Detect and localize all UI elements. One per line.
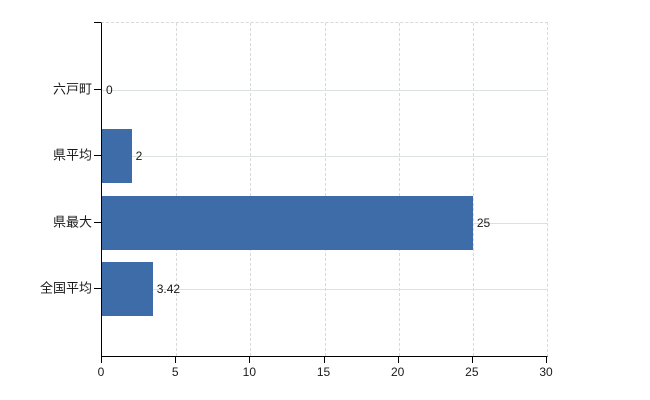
bar xyxy=(102,262,153,317)
x-tick-label: 10 xyxy=(242,365,257,379)
category-label: 県最大 xyxy=(52,214,92,230)
x-tick-label: 25 xyxy=(465,365,479,379)
x-tick-label: 30 xyxy=(539,365,553,379)
x-tick-label: 15 xyxy=(316,365,331,379)
x-axis-tick xyxy=(249,356,251,363)
bar-value-label: 0 xyxy=(106,82,113,97)
v-gridline xyxy=(472,23,474,356)
y-axis-tick xyxy=(94,221,101,223)
bar xyxy=(102,129,132,184)
y-axis-tick xyxy=(94,88,101,90)
x-axis-tick xyxy=(397,356,399,363)
bar-value-label: 25 xyxy=(476,215,491,230)
x-tick-label: 0 xyxy=(97,365,105,379)
h-gridline xyxy=(102,89,547,91)
x-axis-tick xyxy=(175,356,177,363)
bar-value-label: 2 xyxy=(135,149,143,164)
v-gridline xyxy=(176,23,178,356)
v-gridline xyxy=(250,23,252,356)
h-gridline xyxy=(102,289,547,291)
bar-value-label: 3.42 xyxy=(156,282,181,297)
v-gridline xyxy=(398,23,400,356)
x-tick-label: 20 xyxy=(390,365,405,379)
x-tick-label: 5 xyxy=(171,365,179,379)
category-label: 六戸町 xyxy=(52,81,92,97)
x-axis-tick xyxy=(323,356,325,363)
plot-area: 0 2 25 3.42 xyxy=(101,22,548,357)
v-gridline xyxy=(324,23,326,356)
y-axis-tick xyxy=(94,155,101,157)
x-axis-tick xyxy=(101,356,102,363)
x-axis-tick xyxy=(546,356,547,363)
category-label: 県平均 xyxy=(52,147,92,163)
y-axis-end-tick xyxy=(94,22,101,23)
category-label: 全国平均 xyxy=(39,280,92,296)
bar xyxy=(102,195,473,250)
h-gridline xyxy=(102,156,547,158)
x-axis-tick xyxy=(471,356,473,363)
y-axis-tick xyxy=(94,288,101,290)
